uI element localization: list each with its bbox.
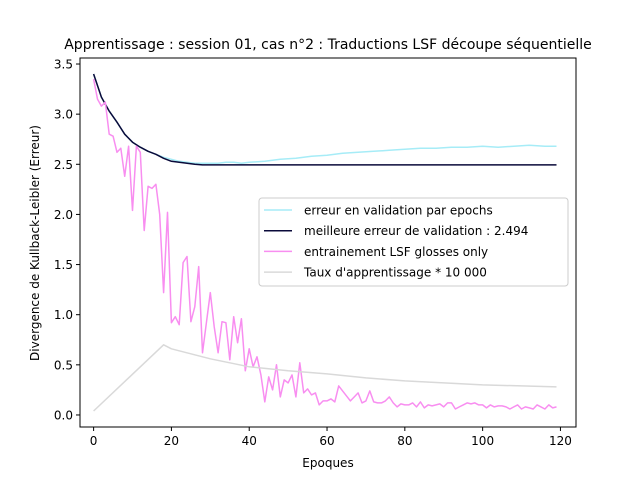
- series-line-2: [92, 73, 557, 166]
- y-tick-label: 2.0: [54, 208, 73, 222]
- x-tick-label: 20: [164, 434, 179, 448]
- axes-frame: [79, 57, 577, 428]
- y-tick-label: 2.5: [54, 158, 73, 172]
- y-tick-label: 3.5: [54, 58, 73, 72]
- x-tick-label: 120: [549, 434, 572, 448]
- x-tick-label: 40: [242, 434, 257, 448]
- legend-entry: entrainement LSF glosses only: [304, 245, 488, 259]
- y-tick-label: 1.0: [54, 308, 73, 322]
- x-tick-label: 60: [319, 434, 334, 448]
- x-tick-label: 0: [90, 434, 98, 448]
- series-line-3: [92, 78, 557, 410]
- y-tick-label: 0.0: [54, 408, 73, 422]
- chart-title: Apprentissage : session 01, cas n°2 : Tr…: [64, 37, 592, 53]
- x-tick-label: 80: [397, 434, 412, 448]
- x-axis-label: Epoques: [302, 456, 353, 470]
- x-tick-label: 100: [471, 434, 494, 448]
- y-tick-label: 1.5: [54, 258, 73, 272]
- legend-entry: meilleure erreur de validation : 2.494: [304, 224, 528, 238]
- x-axis: 0 20 40 60 80 100 120: [90, 427, 572, 448]
- y-tick-label: 3.0: [54, 108, 73, 122]
- y-axis-label: Divergence de Kullback-Leibler (Erreur): [28, 125, 42, 361]
- y-tick-label: 0.5: [54, 358, 73, 372]
- legend-entry: erreur en validation par epochs: [304, 204, 493, 218]
- legend: erreur en validation par epochs meilleure…: [258, 197, 569, 287]
- series-line-4: [93, 344, 557, 412]
- legend-entry: Taux d'apprentissage * 10 000: [303, 266, 487, 280]
- plot-area: [92, 73, 557, 412]
- legend-box: [258, 197, 569, 287]
- y-axis: 0.0 0.5 1.0 1.5 2.0 2.5 3.0 3.5: [54, 58, 80, 422]
